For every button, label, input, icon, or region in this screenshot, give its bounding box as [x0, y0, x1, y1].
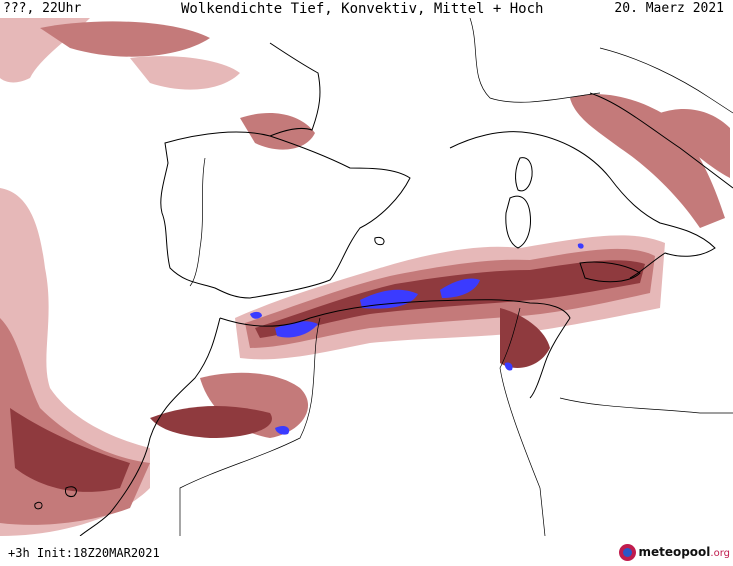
cloud-patch-top: [40, 21, 210, 57]
corsica-coast: [515, 157, 533, 192]
borders: [179, 18, 733, 536]
cloud-patch-france: [240, 113, 315, 150]
balearic-island: [374, 237, 385, 246]
convective-cell-6: [577, 243, 584, 249]
morocco-cloud: [200, 372, 309, 438]
adriatic-coast: [589, 92, 733, 189]
mediterranean-cloud-band: [150, 94, 730, 438]
med-band-dense: [255, 260, 645, 338]
convective-cell-4: [250, 311, 262, 319]
border-balkans: [599, 47, 733, 114]
cloud-density-map: [0, 18, 733, 536]
convective-cell-1: [360, 289, 418, 309]
cloud-patch-top-light: [130, 56, 240, 90]
border-algeria-morocco: [179, 317, 321, 536]
convective-cell-5: [504, 362, 513, 371]
canary-island-1: [34, 501, 43, 510]
canary-island-2: [65, 486, 77, 497]
sardinia-coast: [505, 195, 531, 249]
convective-cell-3: [440, 278, 480, 298]
header-date: 20. Maerz 2021: [614, 1, 724, 16]
north-africa-coast: [219, 299, 571, 399]
border-spain-portugal: [189, 157, 206, 287]
atlantic-cloud-field: [0, 18, 315, 536]
morocco-cloud-dense: [150, 406, 272, 438]
logo-name: meteopool: [638, 545, 711, 559]
convective-cells: [250, 243, 584, 435]
tunisia-cloud: [500, 308, 550, 368]
france-coast: [269, 42, 321, 137]
header-time-label: ???, 22Uhr: [3, 1, 82, 16]
border-libya: [559, 397, 733, 414]
cloud-band-west-dense: [10, 408, 130, 492]
border-alps: [469, 18, 601, 103]
logo-tld: .org: [710, 548, 730, 559]
balkan-cloud: [660, 108, 730, 178]
sicily-coast: [579, 261, 641, 283]
logo-text: meteopool.org: [638, 545, 730, 559]
convective-cell-2: [275, 321, 318, 338]
convective-cell-7: [275, 425, 290, 435]
init-time-label: +3h Init:18Z20MAR2021: [8, 546, 160, 560]
italy-coast: [449, 131, 716, 279]
meteopool-logo-icon: [619, 543, 637, 561]
italy-cloud: [570, 94, 725, 228]
border-algeria-tunisia: [499, 307, 546, 536]
morocco-coast: [79, 317, 221, 536]
iberia-coast: [160, 131, 411, 299]
coastlines: [34, 42, 733, 536]
meteopool-logo: meteopool.org: [619, 542, 730, 562]
header-title: Wolkendichte Tief, Konvektiv, Mittel + H…: [181, 1, 544, 17]
